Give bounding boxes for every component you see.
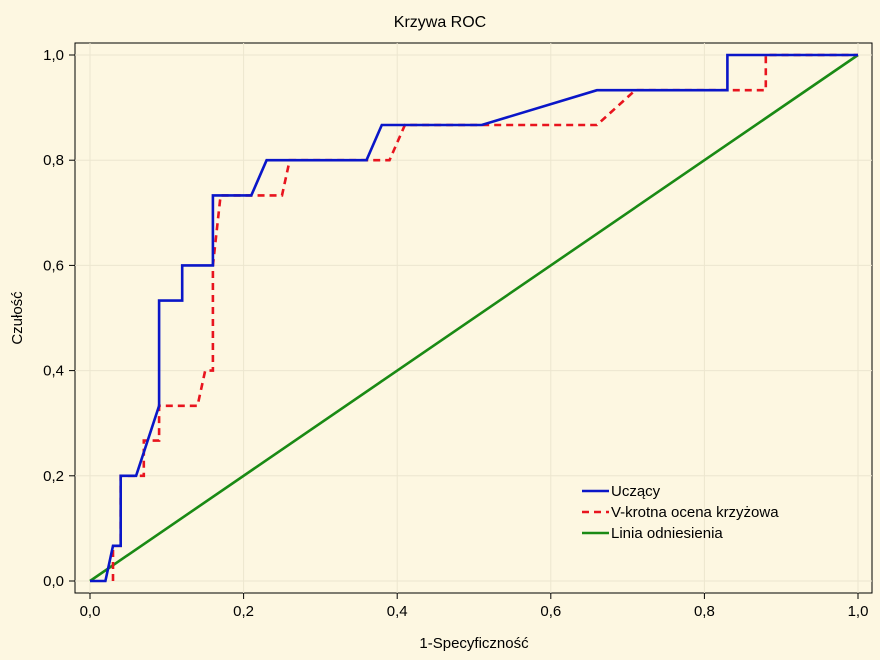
chart-title: Krzywa ROC [394, 14, 486, 31]
x-axis-label: 1-Specyficzność [419, 635, 529, 652]
x-tick-label: 0,2 [233, 603, 254, 620]
series-line-0 [90, 53, 858, 583]
legend-label-0: Uczący [611, 483, 661, 500]
y-tick-label: 0,4 [43, 363, 64, 380]
y-tick-label: 0,6 [43, 257, 64, 274]
legend-label-1: V-krotna ocena krzyżowa [611, 504, 779, 521]
y-tick-label: 0,0 [43, 573, 64, 590]
y-tick-label: 1,0 [43, 47, 64, 64]
series-line-2 [89, 53, 859, 583]
legend: Uczący V-krotna ocena krzyżowa Linia odnie… [582, 483, 779, 542]
y-axis-label: Czułość [9, 291, 26, 345]
legend-label-2: Linia odniesienia [611, 525, 723, 542]
series-group [89, 53, 859, 583]
x-tick-label: 0,8 [694, 603, 715, 620]
y-tick-label: 0,8 [43, 152, 64, 169]
x-tick-label: 0,6 [540, 603, 561, 620]
x-tick-label: 1,0 [848, 603, 869, 620]
x-tick-label: 0,4 [387, 603, 408, 620]
series-line-1 [111, 53, 858, 581]
x-tick-label: 0,0 [80, 603, 101, 620]
ticks: 0,0 0,2 0,4 0,6 0,8 1,0 0,0 0,2 0,4 0,6 0,8 1,0 [43, 47, 868, 620]
y-tick-label: 0,2 [43, 468, 64, 485]
